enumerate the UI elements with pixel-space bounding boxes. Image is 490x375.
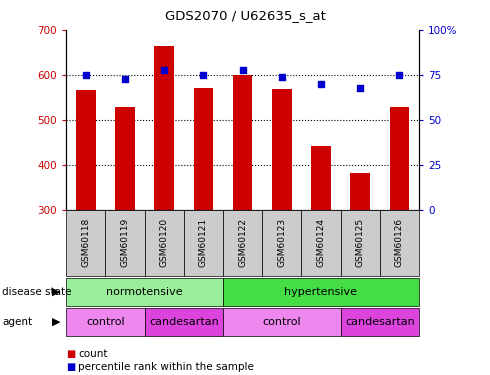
Point: [395, 72, 403, 78]
Text: ▶: ▶: [52, 316, 61, 327]
Bar: [154, 46, 174, 210]
Text: candesartan: candesartan: [149, 316, 219, 327]
Point: [356, 85, 364, 91]
Bar: [272, 89, 292, 210]
Bar: [194, 88, 213, 210]
Text: ■: ■: [66, 350, 75, 359]
Text: GSM60118: GSM60118: [81, 218, 90, 267]
Bar: [341, 210, 380, 276]
Bar: [223, 210, 262, 276]
Text: normotensive: normotensive: [106, 286, 183, 297]
Bar: [145, 210, 184, 276]
Text: ■: ■: [66, 362, 75, 372]
Bar: [262, 210, 301, 276]
Text: ▶: ▶: [52, 286, 61, 297]
Text: percentile rank within the sample: percentile rank within the sample: [78, 362, 254, 372]
Text: GSM60126: GSM60126: [395, 218, 404, 267]
Text: GSM60121: GSM60121: [199, 218, 208, 267]
Text: GSM60125: GSM60125: [356, 218, 365, 267]
Text: candesartan: candesartan: [345, 316, 415, 327]
Point: [239, 67, 246, 73]
Bar: [341, 308, 419, 336]
Bar: [380, 210, 419, 276]
Bar: [184, 210, 223, 276]
Bar: [66, 278, 223, 306]
Text: control: control: [86, 316, 124, 327]
Bar: [350, 173, 370, 210]
Text: control: control: [263, 316, 301, 327]
Text: GSM60122: GSM60122: [238, 218, 247, 267]
Bar: [115, 107, 135, 210]
Bar: [66, 210, 105, 276]
Bar: [301, 210, 341, 276]
Point: [317, 81, 325, 87]
Point: [82, 72, 90, 78]
Bar: [311, 146, 331, 210]
Text: agent: agent: [2, 316, 32, 327]
Text: GSM60119: GSM60119: [121, 218, 129, 267]
Text: hypertensive: hypertensive: [285, 286, 357, 297]
Text: GSM60120: GSM60120: [160, 218, 169, 267]
Text: GDS2070 / U62635_s_at: GDS2070 / U62635_s_at: [165, 9, 325, 22]
Bar: [223, 278, 419, 306]
Text: GSM60123: GSM60123: [277, 218, 286, 267]
Bar: [145, 308, 223, 336]
Bar: [66, 308, 145, 336]
Bar: [105, 210, 145, 276]
Point: [199, 72, 207, 78]
Bar: [233, 75, 252, 210]
Bar: [390, 107, 409, 210]
Point: [160, 67, 168, 73]
Bar: [223, 308, 341, 336]
Text: disease state: disease state: [2, 286, 72, 297]
Text: GSM60124: GSM60124: [317, 218, 325, 267]
Text: count: count: [78, 350, 108, 359]
Point: [121, 76, 129, 82]
Point: [278, 74, 286, 80]
Bar: [76, 90, 96, 210]
